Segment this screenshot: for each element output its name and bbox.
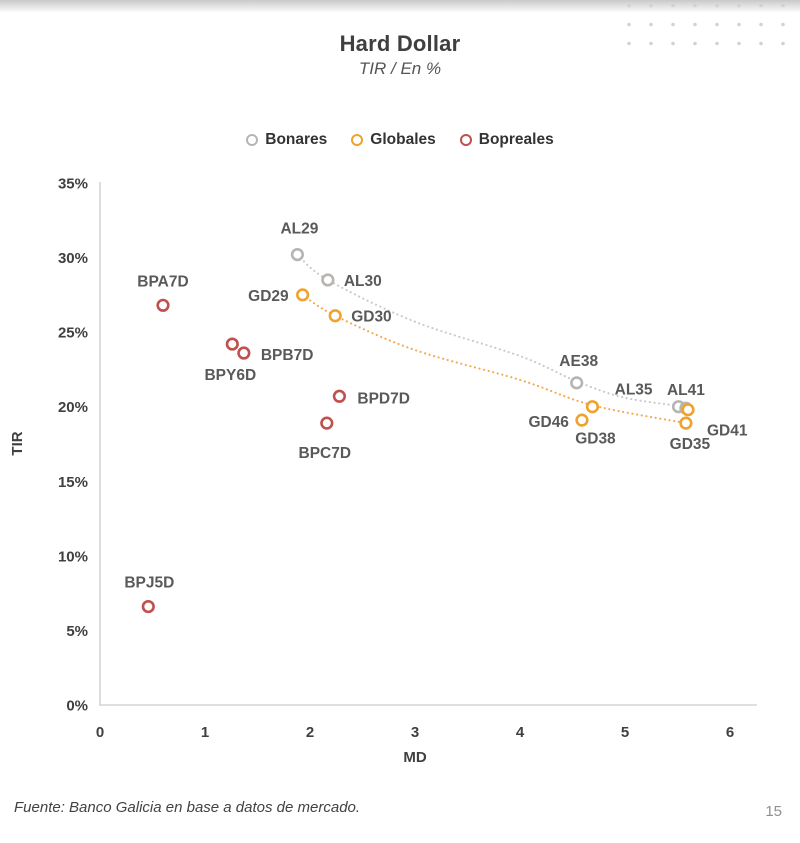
point-label-BPJ5D: BPJ5D — [124, 575, 174, 592]
marker-AE38 — [570, 376, 584, 390]
marker-GD46 — [575, 413, 589, 427]
y-tick-label: 20% — [58, 399, 88, 416]
legend-item-bopreales: Bopreales — [459, 131, 554, 149]
marker-BPA7D — [156, 298, 170, 312]
y-tick-label: 10% — [58, 548, 88, 565]
x-axis-title: MD — [403, 749, 426, 766]
y-tick-label: 25% — [58, 325, 88, 342]
point-label-GD41: GD41 — [707, 423, 748, 440]
point-label-AL30: AL30 — [344, 273, 382, 290]
point-label-BPC7D: BPC7D — [299, 445, 352, 462]
hard-dollar-scatter-plot: 0% 5% 10% 15% 20% 25% 30% 35% 0 1 2 3 4 5 6 MD TIR BPA7D B… — [9, 175, 757, 766]
legend-ring-icon — [246, 134, 259, 146]
marker-BPD7D — [332, 389, 347, 403]
y-axis-title: TIR — [9, 431, 26, 455]
x-tick-label: 2 — [306, 724, 314, 741]
marker-GD35 — [679, 416, 693, 430]
page-number: 15 — [765, 803, 782, 820]
marker-BPY6D — [225, 337, 239, 351]
marker-GD41 — [681, 403, 695, 417]
y-tick-label: 35% — [58, 175, 88, 192]
x-tick-label: 0 — [96, 724, 104, 741]
marker-GD30 — [328, 309, 342, 323]
source-note: Fuente: Banco Galicia en base a datos de… — [14, 799, 361, 816]
point-label-GD46: GD46 — [528, 414, 569, 431]
legend-ring-icon — [459, 134, 472, 146]
legend-ring-icon — [351, 134, 364, 146]
point-label-AL41: AL41 — [667, 382, 705, 399]
marker-BPB7D — [237, 346, 251, 360]
legend: Bonares Globales Bopreales — [0, 131, 800, 149]
trendline-bonares — [296, 253, 687, 408]
chart-title: Hard Dollar — [339, 31, 461, 56]
point-label-GD38: GD38 — [575, 431, 616, 448]
y-tick-label: 15% — [58, 474, 88, 491]
legend-item-bonares: Bonares — [246, 131, 327, 149]
x-tick-label: 5 — [621, 724, 629, 741]
point-label-AL29: AL29 — [280, 221, 318, 238]
point-label-GD35: GD35 — [670, 436, 711, 453]
point-label-AE38: AE38 — [559, 353, 598, 370]
y-tick-label: 30% — [58, 250, 88, 267]
legend-label: Globales — [370, 131, 436, 148]
point-label-BPD7D: BPD7D — [357, 390, 410, 407]
point-label-BPB7D: BPB7D — [261, 347, 314, 364]
y-tick-label: 5% — [66, 623, 88, 640]
marker-AL30 — [321, 273, 335, 287]
chart-subtitle: TIR / En % — [358, 59, 442, 78]
marker-BPC7D — [320, 416, 334, 430]
point-label-GD29: GD29 — [248, 288, 289, 305]
trendline-globales — [301, 293, 687, 425]
marker-BPJ5D — [141, 599, 155, 614]
legend-label: Bopreales — [478, 131, 554, 148]
x-tick-label: 6 — [726, 724, 734, 741]
legend-item-globales: Globales — [351, 131, 436, 149]
point-label-BPY6D: BPY6D — [204, 367, 256, 384]
marker-GD29 — [296, 288, 310, 302]
point-label-BPA7D: BPA7D — [137, 273, 188, 290]
point-label-GD30: GD30 — [351, 309, 392, 326]
x-tick-label: 3 — [411, 724, 419, 741]
y-tick-label: 0% — [66, 698, 88, 715]
point-label-AL35: AL35 — [615, 382, 653, 399]
legend-label: Bonares — [265, 131, 328, 148]
x-tick-label: 1 — [201, 724, 209, 741]
x-tick-label: 4 — [516, 724, 525, 741]
marker-GD38 — [585, 400, 600, 414]
marker-AL29 — [290, 247, 305, 262]
